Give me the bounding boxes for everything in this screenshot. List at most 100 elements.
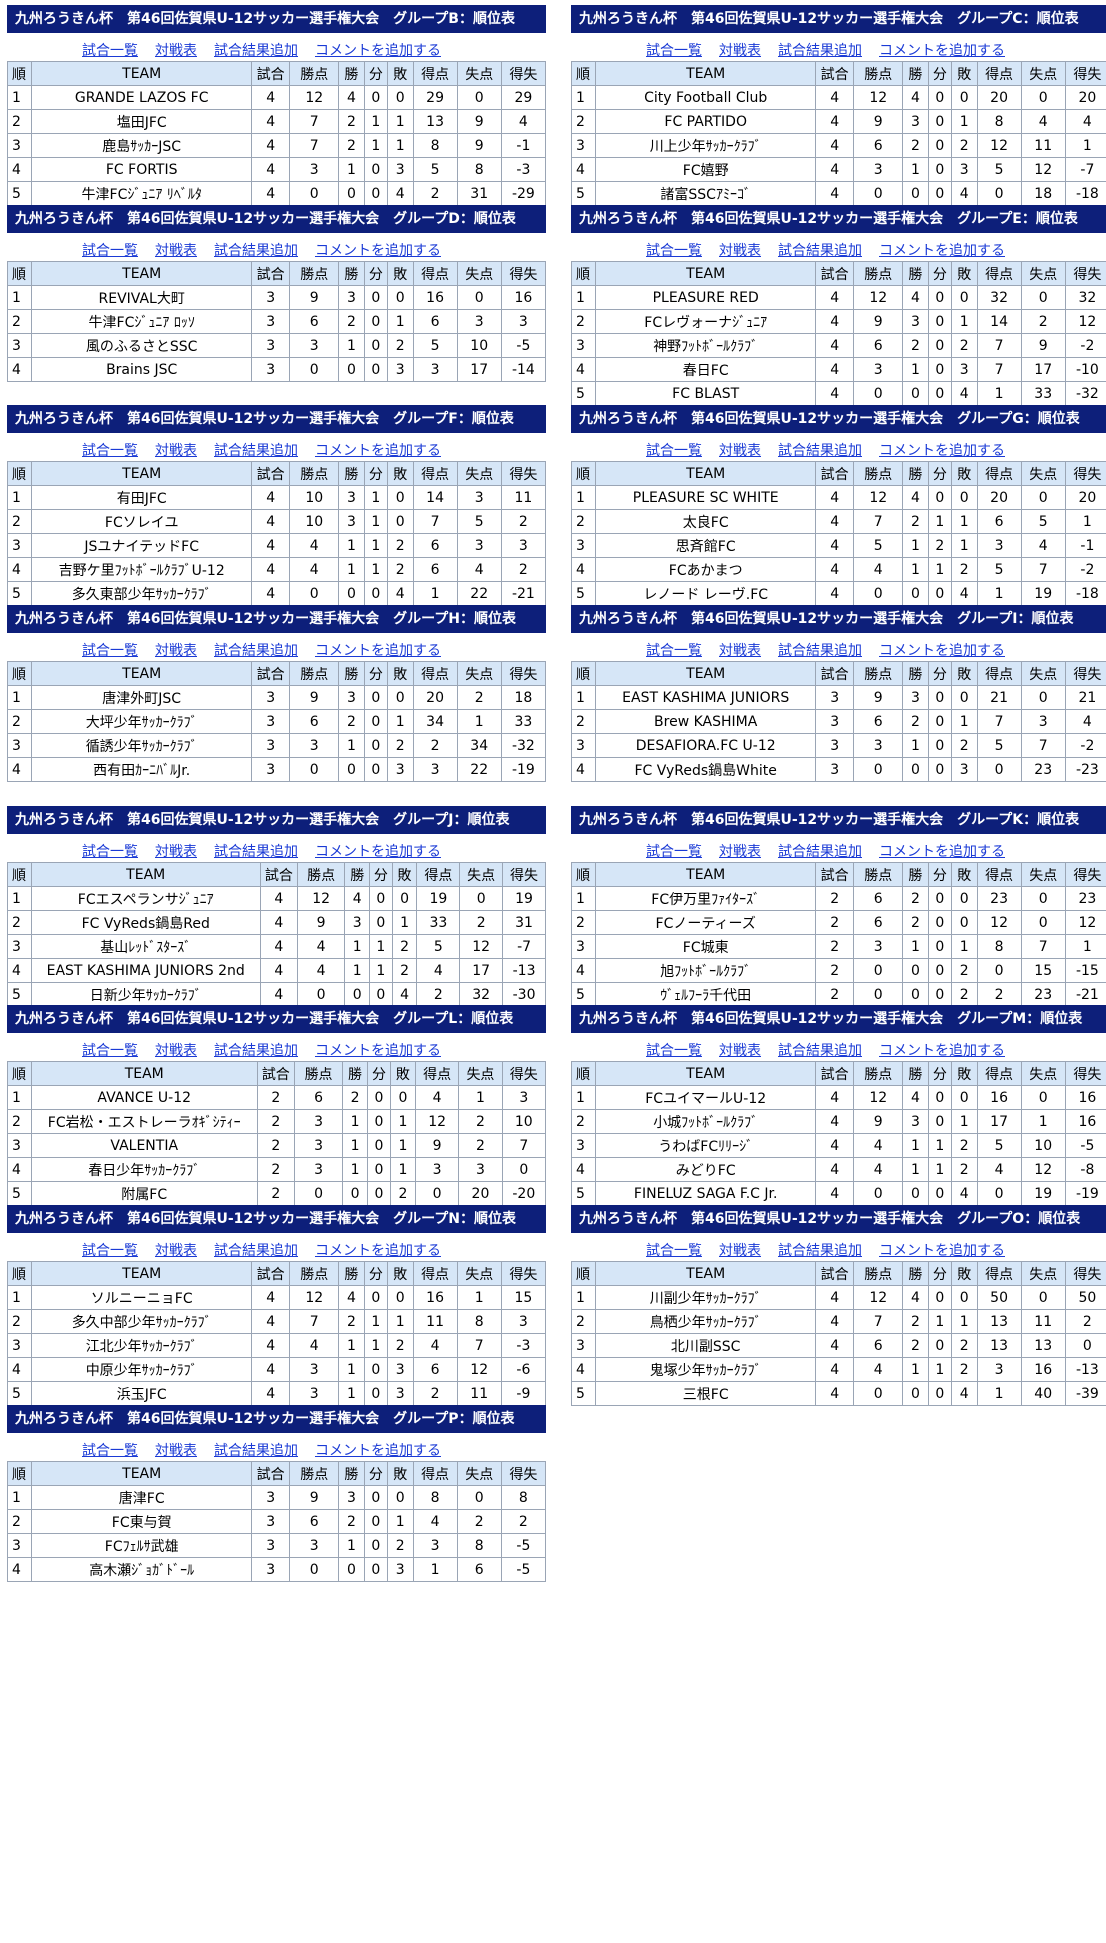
add-result-link[interactable]: 試合結果追加 (778, 643, 862, 659)
add-result-link[interactable]: 試合結果追加 (214, 844, 298, 860)
header-drawn: 分 (363, 1261, 388, 1286)
add-result-link[interactable]: 試合結果追加 (778, 1043, 862, 1059)
fixtures-link[interactable]: 対戦表 (155, 43, 197, 59)
match-list-link[interactable]: 試合一覧 (82, 1043, 138, 1059)
cell-played: 4 (814, 1381, 855, 1406)
cell-goals-for: 17 (976, 1109, 1022, 1134)
add-result-link[interactable]: 試合結果追加 (214, 443, 298, 459)
cell-lost: 1 (389, 1109, 416, 1134)
cell-drawn: 1 (363, 1309, 388, 1334)
match-list-link[interactable]: 試合一覧 (82, 643, 138, 659)
add-comment-link[interactable]: コメントを追加する (315, 443, 441, 459)
add-comment-link[interactable]: コメントを追加する (315, 844, 441, 860)
group-standings: 九州ろうきん杯 第46回佐賀県U-12サッカー選手権大会 グループN：順位表 試合… (6, 1205, 547, 1406)
cell-goals-for: 0 (976, 958, 1022, 983)
cell-points: 6 (853, 333, 904, 358)
add-comment-link[interactable]: コメントを追加する (879, 43, 1005, 59)
fixtures-link[interactable]: 対戦表 (155, 243, 197, 259)
add-comment-link[interactable]: コメントを追加する (315, 1243, 441, 1259)
cell-lost: 1 (391, 910, 418, 935)
add-comment-link[interactable]: コメントを追加する (879, 643, 1005, 659)
cell-team: FCﾌｪﾙｻ武雄 (31, 1533, 252, 1558)
header-lost: 敗 (386, 661, 414, 686)
fixtures-link[interactable]: 対戦表 (719, 243, 761, 259)
add-result-link[interactable]: 試合結果追加 (214, 43, 298, 59)
cell-lost: 1 (950, 1109, 978, 1134)
cell-lost: 0 (386, 509, 414, 534)
header-goal-diff: 得失 (500, 261, 547, 286)
match-list-link[interactable]: 試合一覧 (82, 443, 138, 459)
fixtures-link[interactable]: 対戦表 (719, 443, 761, 459)
fixtures-link[interactable]: 対戦表 (155, 1443, 197, 1459)
group-links: 試合一覧 対戦表 試合結果追加 コメントを追加する (571, 834, 1106, 862)
add-comment-link[interactable]: コメントを追加する (315, 43, 441, 59)
fixtures-link[interactable]: 対戦表 (155, 443, 197, 459)
cell-rank: 4 (6, 1357, 33, 1382)
fixtures-link[interactable]: 対戦表 (719, 1243, 761, 1259)
fixtures-link[interactable]: 対戦表 (719, 844, 761, 860)
cell-goal-diff: -29 (500, 181, 547, 206)
add-comment-link[interactable]: コメントを追加する (315, 243, 441, 259)
add-comment-link[interactable]: コメントを追加する (315, 1443, 441, 1459)
cell-drawn: 0 (927, 982, 952, 1007)
match-list-link[interactable]: 試合一覧 (646, 43, 702, 59)
match-list-link[interactable]: 試合一覧 (646, 643, 702, 659)
cell-won: 2 (341, 1085, 369, 1110)
add-result-link[interactable]: 試合結果追加 (778, 43, 862, 59)
add-comment-link[interactable]: コメントを追加する (879, 844, 1005, 860)
match-list-link[interactable]: 試合一覧 (646, 1043, 702, 1059)
fixtures-link[interactable]: 対戦表 (155, 643, 197, 659)
cell-rank: 2 (7, 910, 32, 935)
add-comment-link[interactable]: コメントを追加する (315, 1043, 441, 1059)
add-result-link[interactable]: 試合結果追加 (778, 443, 862, 459)
match-list-link[interactable]: 試合一覧 (646, 443, 702, 459)
group-standings: 九州ろうきん杯 第46回佐賀県U-12サッカー選手権大会 グループG：順位表 試合… (570, 405, 1106, 606)
match-list-link[interactable]: 試合一覧 (82, 43, 138, 59)
cell-team: FC岩松・エストレーラｵｷﾞｼﾃｨｰ (30, 1109, 258, 1134)
add-comment-link[interactable]: コメントを追加する (879, 1243, 1005, 1259)
cell-rank: 5 (6, 1381, 33, 1406)
cell-drawn: 0 (927, 934, 952, 959)
add-result-link[interactable]: 試合結果追加 (214, 243, 298, 259)
cell-points: 12 (296, 886, 346, 911)
match-list-link[interactable]: 試合一覧 (82, 1443, 138, 1459)
add-comment-link[interactable]: コメントを追加する (315, 643, 441, 659)
add-result-link[interactable]: 試合結果追加 (778, 844, 862, 860)
add-result-link[interactable]: 試合結果追加 (778, 1243, 862, 1259)
cell-won: 2 (902, 509, 929, 534)
fixtures-link[interactable]: 対戦表 (155, 1243, 197, 1259)
cell-goals-against: 7 (1020, 934, 1066, 959)
add-comment-link[interactable]: コメントを追加する (879, 243, 1005, 259)
cell-played: 4 (814, 1181, 855, 1206)
match-list-link[interactable]: 試合一覧 (82, 1243, 138, 1259)
fixtures-link[interactable]: 対戦表 (719, 43, 761, 59)
fixtures-link[interactable]: 対戦表 (155, 1043, 197, 1059)
cell-played: 4 (814, 181, 855, 206)
add-result-link[interactable]: 試合結果追加 (214, 1043, 298, 1059)
fixtures-link[interactable]: 対戦表 (155, 844, 197, 860)
cell-played: 4 (250, 533, 291, 558)
cell-drawn: 0 (363, 1533, 388, 1558)
cell-points: 0 (853, 1381, 904, 1406)
add-comment-link[interactable]: コメントを追加する (879, 1043, 1005, 1059)
group-title: 九州ろうきん杯 第46回佐賀県U-12サッカー選手権大会 グループL：順位表 (7, 1005, 546, 1033)
fixtures-link[interactable]: 対戦表 (719, 1043, 761, 1059)
add-result-link[interactable]: 試合結果追加 (214, 1443, 298, 1459)
add-result-link[interactable]: 試合結果追加 (778, 243, 862, 259)
header-goal-diff: 得失 (1064, 862, 1106, 887)
fixtures-link[interactable]: 対戦表 (719, 643, 761, 659)
header-goal-diff: 得失 (502, 862, 546, 887)
cell-goals-against: 9 (456, 133, 502, 158)
match-list-link[interactable]: 試合一覧 (646, 844, 702, 860)
header-goals-against: 失点 (456, 661, 502, 686)
match-list-link[interactable]: 試合一覧 (82, 844, 138, 860)
match-list-link[interactable]: 試合一覧 (82, 243, 138, 259)
match-list-link[interactable]: 試合一覧 (646, 243, 702, 259)
add-comment-link[interactable]: コメントを追加する (879, 443, 1005, 459)
add-result-link[interactable]: 試合結果追加 (214, 1243, 298, 1259)
match-list-link[interactable]: 試合一覧 (646, 1243, 702, 1259)
standings-table: 順 TEAM 試合 勝点勝分敗得点 失点 得失 1 AVANCE U-12 2 6 2 0 0 4 1 3 2 F… (7, 1061, 547, 1206)
cell-goals-for: 12 (976, 133, 1022, 158)
add-result-link[interactable]: 試合結果追加 (214, 643, 298, 659)
cell-won: 1 (902, 934, 929, 959)
